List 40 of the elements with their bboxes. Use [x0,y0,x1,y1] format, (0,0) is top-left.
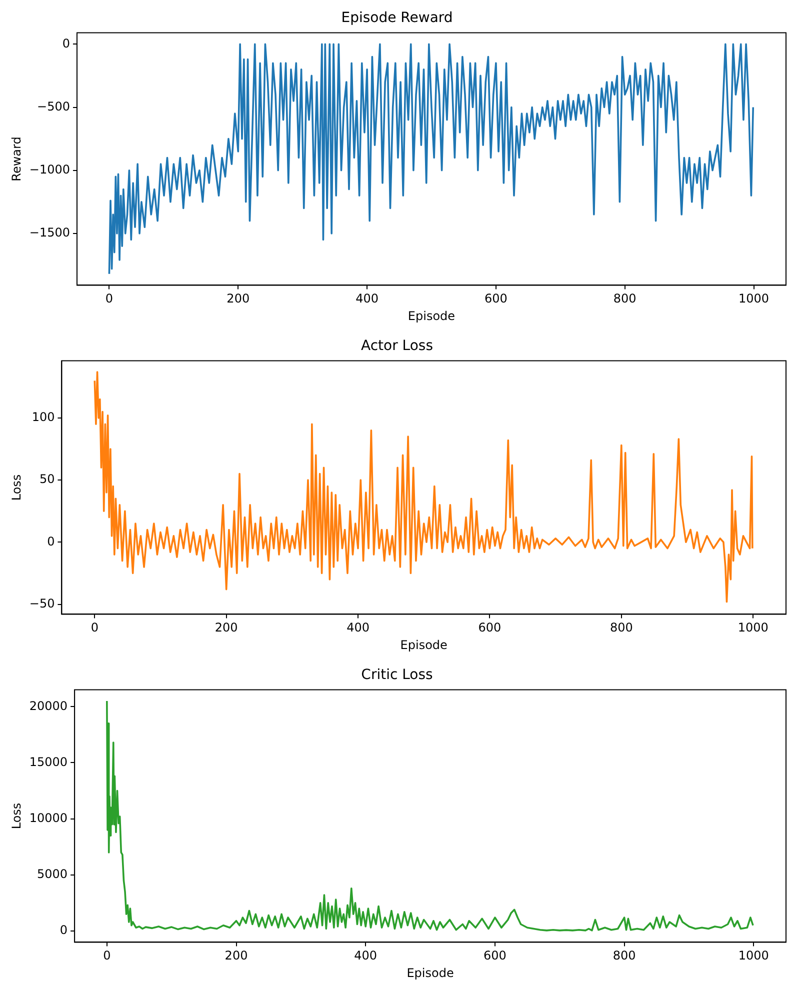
y-tick-label: 10000 [29,810,68,825]
x-tick-label: 1000 [738,292,770,306]
x-tick-label: 800 [613,292,636,306]
y-tick-label: −1000 [29,162,70,176]
x-axis-title: Episode [408,308,456,323]
x-tick-label: 600 [478,620,502,635]
x-tick-label: 1000 [738,620,768,635]
x-tick-label: 200 [214,620,238,635]
x-tick-label: 400 [356,292,378,306]
x-tick-label: 800 [612,948,636,963]
x-tick-label: 800 [610,620,633,635]
chart-title: Actor Loss [361,338,433,354]
y-tick-label: 0 [62,36,70,50]
y-tick-label: 20000 [29,698,68,713]
y-tick-label: −50 [29,596,55,610]
x-tick-label: 600 [484,292,508,306]
chart-title: Critic Loss [361,667,433,684]
x-tick-label: 200 [224,948,248,963]
y-tick-label: 100 [32,410,55,424]
x-tick-label: 600 [484,948,506,963]
x-tick-label: 400 [354,948,378,963]
y-axis-title: Reward [9,136,24,182]
y-tick-label: 50 [39,472,55,486]
chart-title: Episode Reward [341,10,453,26]
y-axis-title: Loss [9,802,24,830]
x-tick-label: 0 [90,620,98,635]
y-axis-title: Loss [9,474,24,501]
y-tick-label: −500 [37,99,70,114]
y-tick-label: 0 [47,534,55,548]
x-tick-label: 200 [226,292,250,306]
x-tick-label: 1000 [738,948,769,963]
y-tick-label: 15000 [29,754,68,769]
x-tick-label: 400 [346,620,370,635]
y-tick-label: −1500 [29,226,70,240]
x-tick-label: 0 [103,948,111,963]
y-tick-label: 5000 [37,867,68,882]
x-axis-title: Episode [400,638,448,652]
x-axis-title: Episode [406,966,454,980]
y-tick-label: 0 [60,923,68,938]
x-tick-label: 0 [105,292,114,306]
